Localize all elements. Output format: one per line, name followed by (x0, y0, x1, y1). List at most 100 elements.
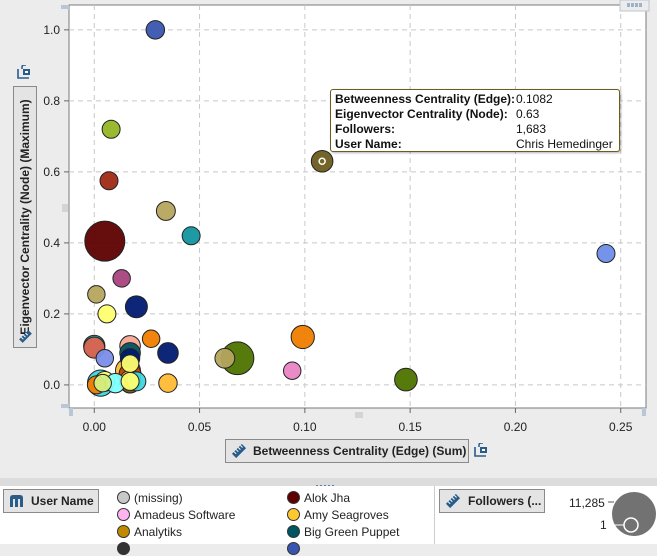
x-axis-role-button[interactable]: Betweenness Centrality (Edge) (Sum) (225, 439, 469, 463)
x-tick-label: 0.10 (293, 420, 317, 434)
size-min-circle (623, 517, 639, 533)
legend-item-partial[interactable] (117, 541, 134, 556)
tooltip-value: 0.63 (516, 107, 540, 121)
x-tick-label: 0.25 (609, 420, 633, 434)
tooltip-key: Followers: (335, 122, 396, 136)
data-point[interactable] (101, 119, 121, 139)
data-point[interactable] (112, 269, 131, 288)
size-role-button[interactable]: Followers (... (439, 489, 545, 513)
legend-label: Alok Jha (304, 490, 351, 505)
data-point[interactable] (84, 220, 126, 262)
x-scroll-handle-left[interactable] (69, 408, 73, 416)
y-axis-label: Eigenvector Centrality (Node) (Maximum) (18, 99, 32, 335)
x-tick-label: 0.00 (83, 420, 107, 434)
data-point[interactable] (290, 324, 315, 350)
measure-icon (231, 443, 247, 459)
y-axis-role-button[interactable]: Eigenvector Centrality (Node) (Maximum) (13, 86, 37, 348)
measure-icon (445, 493, 461, 509)
color-role-label: User Name (31, 494, 94, 508)
scatter-plot: 0.00 0.05 0.10 0.15 0.20 0.25 0.0 0.2 0.4 0.6 0.8 1… (43, 0, 650, 434)
data-point[interactable] (120, 371, 140, 391)
legend-item[interactable]: Alok Jha (287, 490, 350, 505)
size-max-label: 11,285 (569, 496, 605, 510)
data-point[interactable] (394, 367, 418, 392)
legend-swatch (287, 525, 300, 538)
tooltip-key: User Name: (335, 137, 402, 151)
legend-panel (0, 486, 657, 544)
x-tick-label: 0.20 (504, 420, 528, 434)
tooltip-value: 1,683 (516, 122, 547, 136)
legend-label: (missing) (134, 490, 183, 505)
y-tick-label: 0.2 (43, 307, 60, 321)
axis-ticks: 0.00 0.05 0.10 0.15 0.20 0.25 0.0 0.2 0.4 0.6 0.8 1… (43, 23, 632, 434)
y-scroll-grip[interactable] (62, 204, 68, 212)
chart-panel: 0.00 0.05 0.10 0.15 0.20 0.25 0.0 0.2 0.4 0.6 0.8 1… (13, 0, 650, 463)
data-point[interactable] (120, 354, 140, 373)
color-role-button[interactable]: User Name (3, 489, 99, 513)
data-point[interactable] (310, 149, 334, 173)
x-axis-label: Betweenness Centrality (Edge) (Sum) (253, 444, 467, 458)
y-scroll-handle-bottom[interactable] (61, 404, 69, 408)
x-axis-lock-icon[interactable] (474, 442, 488, 457)
data-point[interactable] (596, 244, 616, 264)
data-point[interactable] (181, 226, 201, 246)
data-point[interactable] (141, 329, 161, 348)
selected-point-marker (318, 157, 326, 165)
data-point[interactable] (157, 342, 179, 364)
size-legend (608, 492, 656, 536)
panel-splitter[interactable] (0, 478, 657, 487)
tooltip-key: Betweenness Centrality (Edge): (335, 92, 516, 106)
legend-swatch (117, 525, 130, 538)
legend-label: Amy Seagroves (304, 507, 389, 522)
legend-item[interactable]: Amy Seagroves (287, 507, 389, 522)
legend-swatch (117, 508, 130, 521)
legend-item[interactable]: Amadeus Software (117, 507, 235, 522)
measure-icon (19, 330, 32, 343)
data-point[interactable] (282, 361, 302, 380)
tooltip-row: Betweenness Centrality (Edge): 0.1082 (335, 92, 615, 107)
data-point[interactable] (87, 285, 106, 304)
data-point[interactable] (214, 347, 236, 369)
data-point[interactable] (145, 20, 166, 40)
y-axis-lock-icon[interactable] (17, 64, 31, 79)
legend-item[interactable]: (missing) (117, 490, 183, 505)
y-scroll-handle-top[interactable] (61, 5, 69, 9)
legend-item[interactable]: Big Green Puppet (287, 524, 399, 539)
x-scroll-handle-right[interactable] (642, 408, 646, 416)
tooltip-key: Eigenvector Centrality (Node): (335, 107, 508, 121)
legend-label: Big Green Puppet (304, 524, 400, 539)
legend-swatch (117, 491, 130, 504)
data-point[interactable] (99, 171, 119, 191)
overview-toggle[interactable] (619, 0, 650, 12)
legend-label: Analytiks (134, 524, 183, 539)
data-point[interactable] (95, 349, 115, 368)
size-role-label: Followers (... (468, 494, 542, 508)
legend-separator (434, 486, 435, 544)
plot-area (68, 4, 647, 409)
data-point[interactable] (93, 373, 112, 393)
data-point[interactable] (158, 373, 178, 393)
legend-swatch (287, 508, 300, 521)
legend-item[interactable]: Analytiks (117, 524, 182, 539)
size-min-label: 1 (600, 518, 607, 532)
overview-toggle-icon (627, 3, 642, 7)
data-point[interactable] (124, 295, 148, 319)
tooltip-row: User Name: Chris Hemedinger (335, 137, 615, 152)
category-icon (10, 495, 23, 507)
x-tick-label: 0.05 (188, 420, 212, 434)
data-point[interactable] (155, 200, 176, 221)
data-points (83, 20, 616, 397)
legend-swatch (287, 491, 300, 504)
y-tick-label: 0.6 (43, 165, 60, 179)
size-max-circle (612, 492, 656, 536)
legend-label: Amadeus Software (134, 507, 236, 522)
y-tick-label: 1.0 (43, 23, 60, 37)
y-tick-label: 0.4 (43, 236, 60, 250)
tooltip-value: Chris Hemedinger (516, 137, 613, 151)
y-tick-label: 0.0 (43, 378, 60, 392)
tooltip-row: Eigenvector Centrality (Node): 0.63 (335, 107, 615, 122)
x-scroll-grip[interactable] (355, 412, 363, 418)
data-tooltip: Betweenness Centrality (Edge): 0.1082 Eig… (330, 89, 620, 152)
data-point[interactable] (97, 304, 117, 324)
legend-item-partial[interactable] (287, 541, 304, 556)
